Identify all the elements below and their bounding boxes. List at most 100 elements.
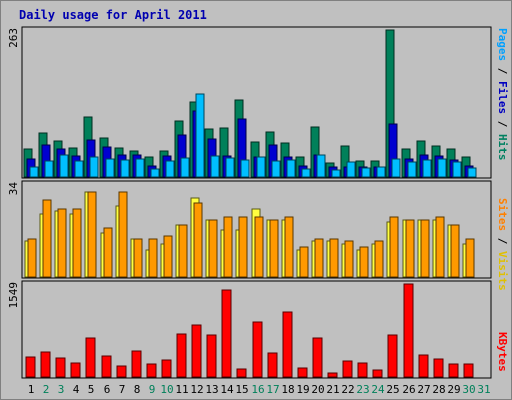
x-tick-label-day-20: 20	[311, 383, 324, 396]
bar-pages-day-16	[256, 156, 266, 178]
x-tick-label-day-24: 24	[371, 383, 385, 396]
bar-sites-day-30	[465, 238, 475, 278]
bar-kbytes-day-10	[161, 359, 172, 378]
x-tick-label-day-1: 1	[28, 383, 35, 396]
x-tick-label-day-15: 15	[235, 383, 248, 396]
x-tick-label-day-6: 6	[104, 383, 111, 396]
panel-2-max-label: 34	[7, 182, 20, 196]
x-tick-label-day-7: 7	[119, 383, 126, 396]
bar-pages-day-26	[407, 161, 417, 178]
x-tick-label-day-5: 5	[88, 383, 95, 396]
bar-sites-day-21	[329, 238, 339, 278]
x-tick-label-day-14: 14	[220, 383, 234, 396]
bar-sites-day-22	[344, 240, 354, 278]
bar-sites-day-13	[208, 219, 218, 278]
bar-sites-day-14	[223, 216, 233, 278]
bar-sites-day-9	[148, 238, 158, 278]
bar-pages-day-19	[301, 168, 311, 178]
x-tick-label-day-28: 28	[432, 383, 445, 396]
legend-part-0-2: Files	[496, 81, 509, 114]
bar-kbytes-day-14	[221, 289, 232, 378]
bar-sites-day-10	[163, 235, 173, 278]
x-tick-label-day-16: 16	[251, 383, 264, 396]
bar-sites-day-11	[178, 224, 188, 278]
bar-sites-day-27	[420, 219, 430, 278]
bars-layer	[23, 29, 477, 378]
bar-pages-day-30	[467, 167, 477, 178]
legend-kbytes: KBytes	[496, 332, 509, 372]
bar-sites-day-28	[435, 216, 445, 278]
legend-part-0-3: /	[496, 114, 509, 134]
x-tick-label-day-27: 27	[417, 383, 430, 396]
bar-sites-day-18	[284, 216, 294, 278]
bar-kbytes-day-5	[85, 337, 96, 378]
bar-kbytes-day-8	[131, 350, 142, 378]
bar-pages-day-21	[331, 169, 341, 178]
bar-sites-day-2	[42, 199, 52, 278]
bar-sites-day-6	[103, 227, 113, 278]
bar-sites-day-1	[27, 238, 37, 278]
bar-kbytes-day-15	[236, 368, 247, 378]
bar-sites-day-12	[193, 202, 203, 278]
x-tick-label-day-31: 31	[477, 383, 490, 396]
x-tick-label-day-17: 17	[266, 383, 279, 396]
x-tick-label-day-8: 8	[134, 383, 141, 396]
bar-pages-day-11	[180, 157, 190, 178]
bar-sites-day-5	[87, 191, 97, 278]
bar-pages-day-22	[346, 161, 356, 178]
bar-kbytes-day-20	[312, 337, 323, 378]
bar-pages-day-2	[44, 160, 54, 178]
x-tick-label-day-25: 25	[386, 383, 399, 396]
bar-kbytes-day-3	[55, 357, 66, 378]
bar-kbytes-day-25	[387, 334, 398, 378]
bar-kbytes-day-9	[146, 363, 157, 378]
bar-pages-day-25	[391, 158, 401, 178]
bar-sites-day-17	[269, 219, 279, 278]
bar-kbytes-day-22	[342, 360, 353, 378]
bar-pages-day-9	[150, 168, 160, 178]
x-tick-label-day-12: 12	[190, 383, 203, 396]
bar-kbytes-day-13	[206, 334, 217, 378]
bar-pages-day-24	[376, 166, 386, 178]
x-tick-label-day-30: 30	[462, 383, 475, 396]
bar-pages-day-4	[74, 160, 84, 178]
bar-sites-day-24	[374, 240, 384, 278]
x-tick-label-day-2: 2	[43, 383, 50, 396]
bar-pages-day-28	[437, 158, 447, 178]
bar-sites-day-25	[389, 216, 399, 278]
bar-kbytes-day-23	[357, 362, 368, 378]
panel-1-max-label: 263	[7, 28, 20, 48]
bar-kbytes-day-2	[40, 351, 51, 378]
bar-kbytes-day-7	[116, 365, 127, 378]
bar-pages-day-1	[29, 166, 39, 178]
panel-3-max-label: 1549	[7, 282, 20, 309]
x-tick-label-day-22: 22	[341, 383, 354, 396]
bar-sites-day-16	[254, 216, 264, 278]
x-tick-label-day-19: 19	[296, 383, 309, 396]
x-tick-label-day-21: 21	[326, 383, 339, 396]
bar-kbytes-day-19	[297, 367, 308, 378]
x-tick-label-day-18: 18	[281, 383, 294, 396]
bar-pages-day-20	[316, 154, 326, 178]
bar-kbytes-day-26	[403, 283, 414, 378]
bar-pages-day-29	[452, 161, 462, 178]
legend-part-2-0: KBytes	[496, 332, 509, 372]
x-tick-label-day-26: 26	[402, 383, 415, 396]
bar-pages-day-23	[361, 167, 371, 178]
bar-pages-day-6	[105, 158, 115, 178]
bar-sites-day-23	[359, 246, 369, 278]
legend-sites-visits: Sites / Visits	[496, 198, 509, 291]
bar-kbytes-day-16	[252, 321, 263, 378]
bar-sites-day-20	[314, 238, 324, 278]
legend-part-0-4: Hits	[496, 134, 509, 161]
bar-kbytes-day-24	[372, 369, 383, 378]
bar-kbytes-day-11	[176, 333, 187, 378]
bar-sites-day-19	[299, 246, 309, 278]
bar-kbytes-day-21	[327, 372, 338, 378]
bar-pages-day-17	[271, 160, 281, 178]
bar-sites-day-29	[450, 224, 460, 278]
x-tick-label-day-13: 13	[205, 383, 218, 396]
bar-sites-day-7	[118, 191, 128, 278]
bar-pages-day-12	[195, 93, 205, 178]
